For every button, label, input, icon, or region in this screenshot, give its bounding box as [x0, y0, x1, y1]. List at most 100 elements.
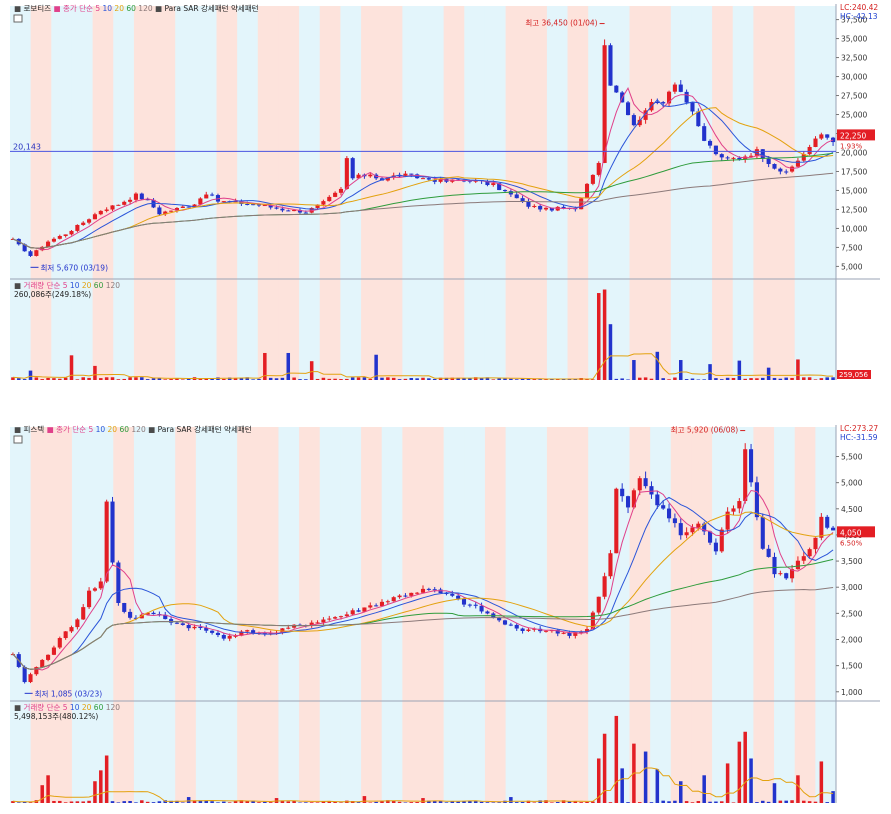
volume-bar[interactable] — [286, 352, 291, 380]
volume-bar[interactable] — [257, 378, 261, 380]
candle-body[interactable] — [321, 201, 326, 205]
volume-bar[interactable] — [134, 802, 138, 803]
candle-body[interactable] — [163, 614, 168, 620]
candle-body[interactable] — [690, 527, 695, 533]
candle-body[interactable] — [133, 617, 139, 619]
volume-bar[interactable] — [210, 801, 214, 803]
candle-body[interactable] — [608, 45, 613, 86]
candle-body[interactable] — [731, 157, 736, 159]
volume-bar[interactable] — [661, 378, 665, 380]
volume-bar[interactable] — [438, 377, 443, 380]
volume-bar[interactable] — [573, 801, 578, 803]
candle-body[interactable] — [584, 629, 590, 632]
volume-bar[interactable] — [761, 377, 765, 380]
candle-body[interactable] — [379, 601, 385, 607]
volume-bar[interactable] — [409, 377, 414, 380]
candle-body[interactable] — [467, 604, 472, 606]
candle-body[interactable] — [772, 556, 777, 575]
volume-bar[interactable] — [731, 377, 736, 380]
volume-bar[interactable] — [58, 378, 62, 380]
volume-bar[interactable] — [790, 800, 794, 803]
candle-body[interactable] — [567, 632, 572, 636]
candle-body[interactable] — [22, 244, 27, 252]
candle-body[interactable] — [292, 624, 297, 628]
volume-bar[interactable] — [444, 377, 449, 380]
candle-body[interactable] — [672, 84, 677, 92]
volume-bar[interactable] — [649, 378, 654, 380]
candle-body[interactable] — [186, 206, 191, 208]
volume-bar[interactable] — [667, 379, 671, 380]
volume-bar[interactable] — [163, 379, 167, 380]
volume-bar[interactable] — [509, 378, 513, 380]
candle-body[interactable] — [614, 488, 619, 554]
volume-bar[interactable] — [122, 378, 126, 380]
candle-body[interactable] — [22, 666, 27, 683]
candle-body[interactable] — [684, 532, 689, 536]
candle-body[interactable] — [356, 174, 361, 179]
volume-bar[interactable] — [831, 377, 835, 380]
candle-body[interactable] — [725, 511, 730, 530]
volume-bar[interactable] — [356, 377, 361, 380]
volume-bar[interactable] — [140, 800, 144, 803]
candle-body[interactable] — [825, 134, 830, 138]
volume-bar[interactable] — [819, 761, 824, 803]
chart-svg-bottom[interactable]: 5,5005,0004,5004,0003,5003,0002,5002,000… — [10, 424, 880, 805]
candle-body[interactable] — [40, 246, 45, 251]
candle-body[interactable] — [508, 191, 513, 195]
volume-bar[interactable] — [403, 378, 408, 380]
volume-bar[interactable] — [427, 800, 431, 803]
volume-bar[interactable] — [503, 378, 507, 380]
candle-body[interactable] — [128, 611, 133, 618]
candle-body[interactable] — [245, 203, 250, 205]
volume-bar[interactable] — [227, 377, 232, 380]
volume-bar[interactable] — [409, 802, 414, 803]
volume-bar[interactable] — [485, 802, 490, 803]
volume-bar[interactable] — [280, 377, 285, 380]
volume-bar[interactable] — [637, 377, 642, 380]
volume-bar[interactable] — [784, 800, 788, 803]
volume-bar[interactable] — [585, 801, 589, 803]
candle-body[interactable] — [374, 605, 379, 607]
candle-body[interactable] — [807, 549, 812, 557]
volume-bar[interactable] — [526, 379, 531, 380]
volume-bar[interactable] — [637, 802, 642, 803]
candle-body[interactable] — [532, 205, 537, 207]
volume-bar[interactable] — [444, 802, 449, 803]
candle-body[interactable] — [221, 201, 226, 203]
volume-bar[interactable] — [632, 360, 636, 380]
candle-body[interactable] — [643, 478, 648, 487]
volume-bar[interactable] — [321, 377, 326, 380]
candle-body[interactable] — [262, 205, 267, 207]
volume-bar[interactable] — [520, 801, 525, 803]
volume-bar[interactable] — [509, 797, 513, 803]
candle-body[interactable] — [397, 595, 402, 598]
volume-bar[interactable] — [52, 378, 56, 380]
volume-bar[interactable] — [210, 378, 214, 380]
volume-bar[interactable] — [462, 378, 466, 380]
volume-bar[interactable] — [602, 289, 607, 380]
candle-body[interactable] — [403, 173, 408, 176]
candle-body[interactable] — [51, 238, 56, 242]
volume-bar[interactable] — [614, 378, 619, 380]
candle-body[interactable] — [333, 192, 338, 197]
candle-body[interactable] — [725, 157, 730, 159]
volume-bar[interactable] — [684, 801, 689, 803]
volume-bar[interactable] — [169, 800, 173, 803]
volume-bar[interactable] — [497, 802, 501, 803]
volume-bar[interactable] — [415, 802, 419, 803]
volume-bar[interactable] — [778, 378, 783, 380]
volume-bar[interactable] — [532, 379, 537, 380]
candle-body[interactable] — [760, 149, 765, 159]
volume-bar[interactable] — [673, 800, 677, 803]
volume-bar[interactable] — [544, 379, 548, 380]
volume-bar[interactable] — [679, 781, 683, 803]
candle-body[interactable] — [321, 619, 326, 623]
candle-body[interactable] — [590, 612, 595, 630]
candle-body[interactable] — [649, 486, 654, 495]
volume-bar[interactable] — [427, 378, 431, 380]
volume-bar[interactable] — [532, 802, 537, 803]
candle-body[interactable] — [719, 154, 724, 158]
candle-body[interactable] — [174, 207, 180, 211]
volume-bar[interactable] — [714, 801, 718, 803]
volume-bar[interactable] — [749, 758, 753, 803]
